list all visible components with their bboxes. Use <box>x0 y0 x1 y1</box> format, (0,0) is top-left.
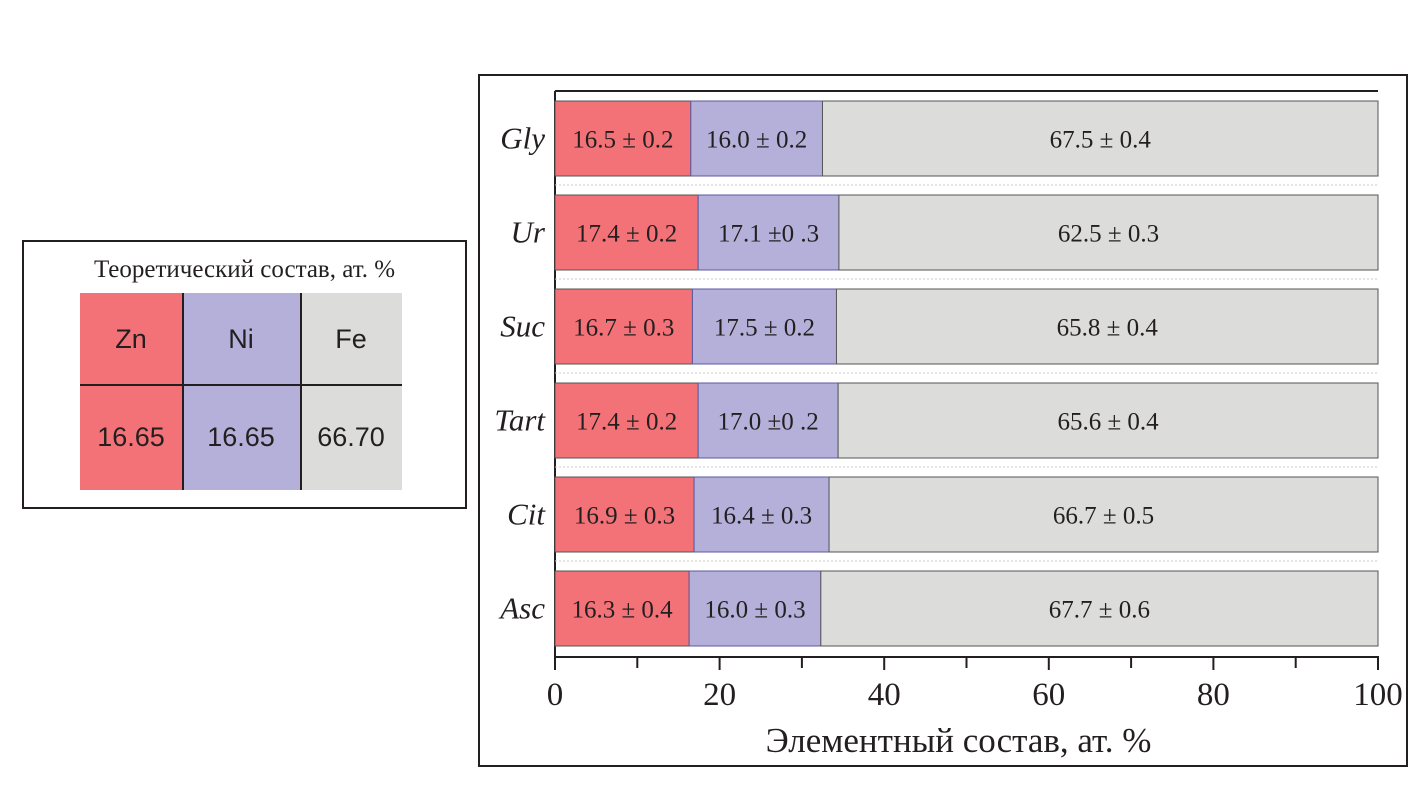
bar-ni-gly <box>690 100 823 177</box>
theory-table-title: Теоретический состав, ат. % <box>93 256 396 283</box>
table-divider <box>300 293 302 490</box>
bar-label: 17.4 ± 0.2 <box>576 221 677 248</box>
chart-frame <box>478 74 1408 767</box>
bar-label: 16.9 ± 0.3 <box>574 503 675 530</box>
bar-zn-asc <box>554 570 690 647</box>
x-tick-label: 80 <box>1197 677 1230 713</box>
bar-label: 17.4 ± 0.2 <box>576 409 677 436</box>
bar-zn-cit <box>554 476 695 553</box>
bar-label: 62.5 ± 0.3 <box>1058 221 1159 248</box>
bar-label: 65.6 ± 0.4 <box>1057 409 1159 436</box>
bar-label: 17.1 ±0 .3 <box>718 221 819 248</box>
category-label: Gly <box>500 121 545 156</box>
x-tick-label: 100 <box>1353 677 1403 713</box>
x-tick-label: 20 <box>703 677 736 713</box>
category-label: Cit <box>507 497 546 532</box>
bar-label: 16.3 ± 0.4 <box>571 597 673 624</box>
bar-label: 17.0 ±0 .2 <box>718 409 819 436</box>
bar-zn-tart <box>554 382 699 459</box>
bar-label: 65.8 ± 0.4 <box>1057 315 1159 342</box>
bar-zn-ur <box>554 194 699 271</box>
x-axis-title: Элементный состав, ат. % <box>766 721 1152 760</box>
bar-label: 16.0 ± 0.2 <box>706 127 807 154</box>
bar-fe-cit <box>828 476 1379 553</box>
header-zn: Zn <box>80 293 182 385</box>
table-divider <box>182 293 184 490</box>
bar-label: 67.7 ± 0.6 <box>1049 597 1150 624</box>
value-ni: 16.65 <box>182 385 300 490</box>
bar-label: 66.7 ± 0.5 <box>1053 503 1154 530</box>
bar-fe-gly <box>821 100 1379 177</box>
value-fe: 66.70 <box>300 385 402 490</box>
header-ni: Ni <box>182 293 300 385</box>
bar-ni-suc <box>691 288 837 365</box>
bar-zn-suc <box>554 288 693 365</box>
x-tick-label: 0 <box>547 677 564 713</box>
category-label: Suc <box>500 309 545 344</box>
table-divider <box>80 384 402 386</box>
bar-fe-ur <box>838 194 1379 271</box>
bar-fe-tart <box>837 382 1379 459</box>
bar-ni-cit <box>693 476 830 553</box>
category-label: Tart <box>494 403 546 438</box>
bar-zn-gly <box>554 100 692 177</box>
category-label: Ur <box>511 215 546 250</box>
bar-ni-tart <box>697 382 839 459</box>
bar-label: 16.7 ± 0.3 <box>573 315 674 342</box>
bar-fe-asc <box>820 570 1379 647</box>
header-fe: Fe <box>300 293 402 385</box>
bar-label: 16.4 ± 0.3 <box>711 503 812 530</box>
bar-ni-ur <box>697 194 840 271</box>
bar-label: 17.5 ± 0.2 <box>714 315 815 342</box>
category-label: Asc <box>498 591 545 626</box>
bar-label: 16.5 ± 0.2 <box>572 127 673 154</box>
bar-label: 67.5 ± 0.4 <box>1050 127 1152 154</box>
x-tick-label: 60 <box>1032 677 1065 713</box>
x-tick-label: 40 <box>868 677 901 713</box>
bar-fe-suc <box>835 288 1379 365</box>
bar-label: 16.0 ± 0.3 <box>704 597 805 624</box>
bar-ni-asc <box>688 570 822 647</box>
value-zn: 16.65 <box>80 385 182 490</box>
theoretical-composition-table: Теоретический состав, ат. % Zn Ni Fe 16.… <box>22 240 467 509</box>
